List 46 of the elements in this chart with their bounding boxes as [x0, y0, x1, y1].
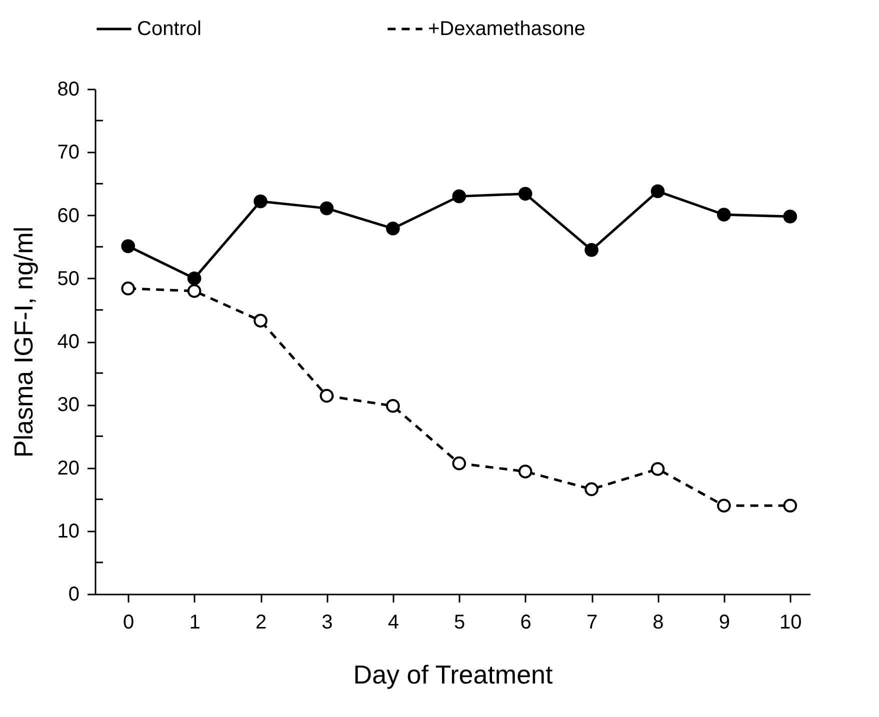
legend-label: +Dexamethasone — [428, 18, 586, 40]
point — [121, 239, 136, 254]
x-tick-label: 10 — [780, 612, 802, 634]
x-tick-label: 2 — [255, 612, 267, 634]
point — [187, 284, 202, 298]
y-tick-label: 80 — [57, 78, 80, 100]
point — [254, 194, 268, 208]
x-axis-title: Day of Treatment — [353, 660, 554, 690]
y-tick-label: 60 — [57, 204, 80, 227]
point — [320, 201, 334, 216]
point — [783, 498, 798, 513]
point — [254, 314, 268, 328]
y-tick-label: 30 — [57, 394, 80, 416]
point — [650, 184, 665, 198]
y-axis-title: Plasma IGF-I, ng/ml — [8, 226, 38, 458]
point — [783, 210, 798, 224]
point — [121, 282, 136, 296]
point — [320, 388, 334, 403]
point — [518, 186, 532, 201]
point — [717, 208, 731, 222]
y-tick-label: 50 — [57, 268, 80, 290]
point — [452, 189, 466, 204]
point — [518, 464, 532, 478]
y-tick-label: 70 — [57, 142, 80, 164]
point — [717, 498, 731, 513]
x-tick-label: 9 — [718, 612, 730, 634]
x-tick-label: 1 — [189, 612, 200, 634]
x-tick-label: 7 — [586, 612, 598, 634]
x-tick-label: 0 — [123, 612, 134, 634]
x-tick-label: 5 — [454, 612, 466, 634]
y-tick-label: 20 — [57, 457, 80, 480]
point — [584, 482, 598, 496]
x-tick-label: 8 — [652, 612, 664, 634]
x-tick-label: 6 — [520, 612, 532, 634]
point — [452, 456, 466, 470]
point — [386, 398, 400, 413]
legend-label: Control — [137, 18, 202, 40]
y-tick-label: 40 — [57, 331, 80, 353]
x-tick-label: 4 — [388, 612, 399, 634]
y-tick-label: 0 — [68, 584, 80, 606]
point — [584, 243, 598, 257]
x-tick-label: 3 — [322, 612, 333, 634]
point — [187, 271, 202, 286]
y-tick-label: 10 — [57, 520, 80, 542]
point — [650, 462, 665, 476]
point — [386, 222, 400, 236]
